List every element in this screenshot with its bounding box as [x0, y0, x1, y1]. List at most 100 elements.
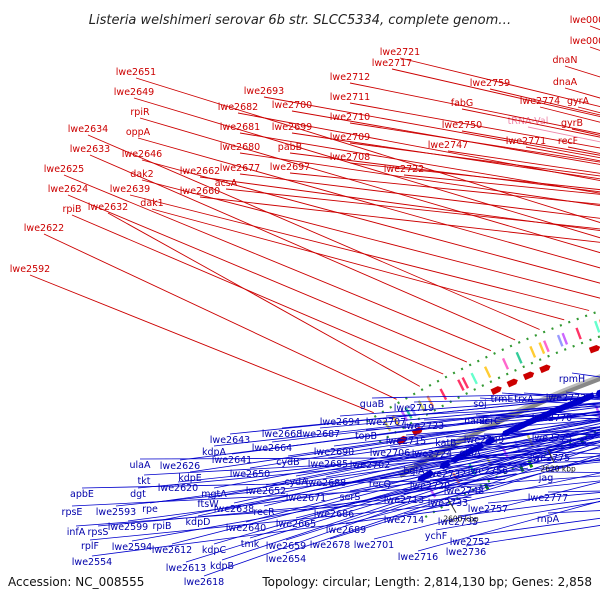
forward-gene-label: fabG	[451, 98, 474, 109]
reverse-gene-label: lwe2732	[426, 469, 466, 480]
forward-gene-label: lwe2662	[180, 166, 220, 177]
reverse-callout-line	[285, 445, 600, 554]
reverse-gene-label: rplF	[81, 541, 99, 552]
reverse-callout-line	[435, 501, 600, 531]
forward-gene-label: lwe2712	[330, 72, 370, 83]
reverse-gene-label: lwe2659	[266, 541, 306, 552]
forward-callout-line	[71, 214, 444, 375]
reverse-gene-label: lwe2736	[446, 547, 486, 558]
reverse-callout-line	[265, 419, 600, 486]
forward-gene-label: lwe2774	[520, 96, 560, 107]
reverse-gene-label: lwe2757	[468, 504, 508, 515]
reverse-gene-label: lwe2612	[152, 545, 192, 556]
reverse-callout-line	[143, 451, 563, 476]
forward-callout-line	[133, 97, 600, 239]
cog-block	[426, 395, 435, 408]
reverse-gene-label: lwe2714	[384, 515, 424, 526]
forward-gene-label: lwe2699	[272, 122, 312, 133]
forward-callout-line	[141, 159, 600, 284]
reverse-gene-label: lwe2716	[398, 552, 438, 563]
reverse-gene-label: lwe2706	[370, 448, 410, 459]
reverse-callout-line	[91, 509, 450, 557]
reverse-gene-label: kdpC	[202, 545, 227, 556]
reverse-gene-label: lwe2668	[262, 429, 302, 440]
forward-gene-arrow	[539, 364, 551, 374]
forward-callout-line	[399, 57, 600, 108]
cog-block	[461, 376, 470, 389]
reverse-callout-line	[405, 419, 600, 436]
reverse-gene-label: lwe2613	[166, 563, 206, 574]
reverse-gene-label: lwe2643	[210, 435, 250, 446]
forward-callout-line	[289, 152, 600, 193]
reverse-callout-line	[179, 406, 600, 461]
forward-callout-line	[403, 174, 600, 195]
kbp-tick-mark	[547, 449, 555, 463]
reverse-callout-line	[97, 490, 483, 527]
reverse-gene-label: tkt	[138, 476, 151, 487]
forward-gene-label: dnaA	[553, 77, 578, 88]
forward-gene-label: lwe2747	[428, 140, 468, 151]
backbone-shadow	[397, 374, 600, 475]
reverse-gene-label: recQ	[369, 479, 391, 490]
reverse-gene-label: tmk	[241, 539, 260, 550]
reverse-callout-line	[319, 402, 600, 429]
forward-gene-label: lwe0004	[570, 15, 600, 26]
reverse-gene-label: lwe2593	[96, 507, 136, 518]
reverse-callout-line	[403, 459, 600, 495]
forward-gene-label: lwe2646	[122, 149, 162, 160]
forward-gene-label: lwe2681	[220, 122, 260, 133]
forward-callout-line	[349, 82, 600, 135]
forward-gene-arrow	[588, 345, 600, 354]
reverse-gene-label: lwe2641	[212, 455, 252, 466]
reverse-callout-line	[349, 440, 600, 492]
reverse-gene-label: apbE	[70, 489, 94, 500]
forward-callout-line	[43, 233, 397, 400]
cog-block	[400, 409, 409, 422]
reverse-callout-line	[287, 410, 600, 457]
forward-callout-line	[237, 112, 600, 181]
forward-gene-label: lwe2625	[44, 164, 84, 175]
reverse-callout-line	[213, 417, 600, 489]
reverse-callout-line	[373, 481, 600, 540]
reverse-gene-label: serC	[479, 416, 501, 427]
reverse-gene-label: dgt	[130, 489, 146, 500]
reverse-callout-line	[245, 428, 600, 523]
reverse-gene-label: lwe2671	[286, 493, 326, 504]
reverse-callout-line	[75, 496, 472, 527]
reverse-gene-label: lwe2749	[464, 435, 504, 446]
reverse-gene-callouts: rpmHlwe2772lwe2770lwe2773lwe2775jaglwe27…	[62, 372, 600, 588]
reverse-gene-label: lwe2735	[438, 517, 478, 528]
forward-gene-label: lwe2721	[380, 47, 420, 58]
kbp-tick-label: 2600 kbp	[443, 514, 479, 523]
reverse-gene-label: lwe2554	[72, 557, 112, 568]
forward-callout-line	[239, 173, 600, 219]
forward-callout-line	[29, 274, 374, 414]
forward-callout-line	[291, 132, 600, 180]
cog-block	[515, 351, 523, 364]
forward-gene-label: rpiR	[130, 107, 150, 118]
cog-block	[452, 472, 461, 485]
reverse-gene-label: lwe2702	[350, 460, 390, 471]
reverse-callout-line	[379, 442, 600, 479]
genome-rings	[366, 309, 600, 519]
forward-gene-label: lwe2759	[470, 78, 510, 89]
forward-callout-line	[349, 162, 600, 191]
reverse-callout-line	[127, 467, 529, 522]
reverse-callout-line	[197, 426, 600, 517]
backbone-ring	[399, 376, 600, 478]
reverse-gene-label: guaB	[360, 399, 384, 410]
cog-block	[538, 342, 546, 355]
reverse-gene-label: lwe2685	[308, 459, 348, 470]
cog-block	[594, 320, 600, 333]
forward-callout-line	[447, 150, 600, 174]
reverse-gene-label: lwe2748	[444, 486, 484, 497]
forward-callout-line	[67, 194, 468, 363]
cog-block	[470, 372, 478, 385]
forward-gene-label: lwe2697	[270, 162, 310, 173]
reverse-gene-label: rpsE	[62, 507, 83, 518]
forward-gene-label: tRNA-Val	[508, 116, 549, 127]
reverse-gene-label: lwe2752	[450, 537, 490, 548]
reverse-gene-label: lwe2678	[310, 540, 350, 551]
reverse-callout-line	[447, 480, 600, 498]
reverse-gene-label: serS	[340, 492, 361, 503]
